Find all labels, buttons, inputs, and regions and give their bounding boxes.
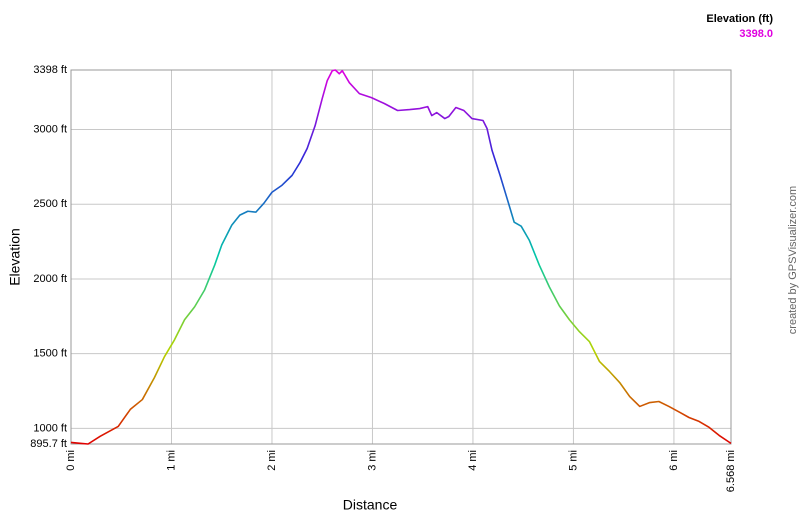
x-tick-label: 4 mi — [467, 450, 479, 471]
y-tick-label: 3398 ft — [33, 64, 67, 76]
x-tick-label: 3 mi — [366, 450, 378, 471]
y-tick-label: 2500 ft — [33, 198, 67, 210]
elevation-line — [70, 69, 732, 445]
y-tick-label: 1500 ft — [33, 348, 67, 360]
x-tick-label: 1 mi — [165, 450, 177, 471]
x-tick-label: 6.568 mi — [725, 450, 737, 492]
x-tick-label: 2 mi — [266, 450, 278, 471]
plot-border — [70, 69, 732, 445]
legend-value: 3398.0 — [739, 28, 773, 40]
y-tick-label: 895.7 ft — [30, 438, 67, 450]
y-axis-title: Elevation — [7, 228, 23, 286]
plot-background — [71, 70, 731, 444]
x-tick-label: 0 mi — [65, 450, 77, 471]
legend-title: Elevation (ft) — [706, 13, 773, 25]
x-tick-label: 6 mi — [668, 450, 680, 471]
y-tick-label: 1000 ft — [33, 422, 67, 434]
y-tick-label: 2000 ft — [33, 273, 67, 285]
x-axis-title: Distance — [343, 497, 398, 513]
y-tick-label: 3000 ft — [33, 123, 67, 135]
credit: created by GPSVisualizer.com — [787, 186, 799, 334]
x-tick-label: 5 mi — [567, 450, 579, 471]
